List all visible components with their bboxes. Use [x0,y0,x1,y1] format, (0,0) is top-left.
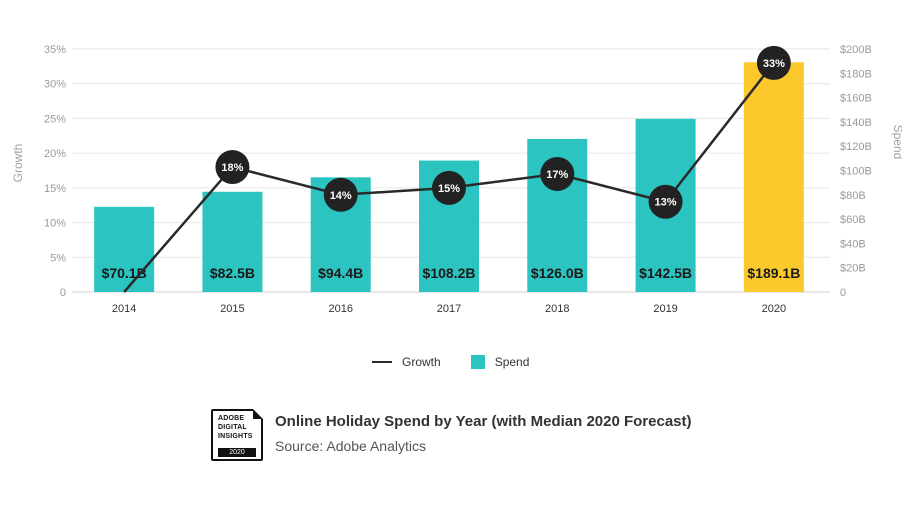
right-axis-ticks: 0 $20B $40B $60B $80B $100B $120B $140B $160B $18… [840,44,872,299]
chart-title: Online Holiday Spend by Year (with Media… [275,413,692,430]
left-axis-title: Growth [11,144,25,183]
right-tick-label: $160B [840,93,872,105]
legend: Growth Spend [372,355,529,369]
left-axis-ticks: 0 5% 10% 15% 20% 25% 30% 35% [44,44,66,299]
badge-text: ADOBE DIGITAL INSIGHTS [218,415,253,440]
spend-legend-swatch [470,355,485,369]
bar-value-label: $82.5B [210,265,255,281]
growth-markers: 18% 14% 15% 17% 13% 33% [215,45,791,219]
left-tick-label: 10% [44,218,66,230]
category-labels: 2014 2015 2016 2017 2018 2019 2020 [112,303,786,315]
right-tick-label: $120B [840,141,872,153]
left-tick-label: 15% [44,183,66,195]
growth-value-label: 18% [221,162,243,174]
right-tick-label: $40B [840,238,866,250]
growth-marker [323,177,358,212]
growth-marker [648,184,683,219]
spend-bar [94,206,155,292]
right-tick-label: $80B [840,190,866,202]
right-tick-label: 0 [840,287,846,299]
growth-legend-line [372,361,392,363]
chart-source: Source: Adobe Analytics [275,438,426,454]
right-tick-label: $200B [840,44,872,56]
category-label: 2018 [545,303,569,315]
right-tick-label: $100B [840,166,872,178]
growth-marker [432,170,466,205]
bar-value-label: $108.2B [423,265,476,281]
left-tick-label: 20% [44,148,66,160]
adobe-digital-insights-logo: ADOBE DIGITAL INSIGHTS 2020 [211,409,263,461]
bar-value-labels: $70.1B $82.5B $94.4B $108.2B $126.0B $142.5B $… [102,265,801,281]
growth-legend-label: Growth [402,355,441,369]
bar-value-label: $142.5B [639,265,692,281]
category-label: 2016 [328,303,352,315]
growth-marker [215,150,250,185]
right-axis-title: Spend [891,125,902,160]
growth-value-label: 33% [763,58,785,70]
growth-value-label: 13% [655,197,677,209]
badge-year: 2020 [218,448,256,457]
category-label: 2015 [220,303,244,315]
left-tick-label: 0 [60,287,66,299]
bar-value-label: $70.1B [102,265,147,281]
spend-legend-label: Spend [494,355,530,369]
right-tick-label: $180B [840,68,872,80]
left-tick-label: 30% [44,79,66,91]
growth-value-label: 15% [438,183,460,195]
growth-value-label: 17% [546,169,568,181]
category-label: 2020 [762,303,786,315]
category-label: 2014 [112,303,136,315]
right-tick-label: $60B [840,214,866,226]
bar-value-label: $126.0B [531,265,584,281]
spend-bar [202,191,263,292]
right-tick-label: $140B [840,117,872,129]
growth-value-label: 14% [330,190,352,202]
left-tick-label: 25% [44,113,66,125]
combo-chart: 0 5% 10% 15% 20% 25% 30% 35% 0 $20B $40B $60B $80B $… [11,44,902,315]
bar-value-label: $94.4B [318,265,363,281]
category-label: 2019 [653,303,677,315]
category-label: 2017 [437,303,461,315]
bar-value-label: $189.1B [747,265,800,281]
left-tick-label: 5% [50,252,66,264]
left-tick-label: 35% [44,44,66,56]
growth-marker [540,156,575,191]
spend-bar [743,62,804,292]
right-tick-label: $20B [840,263,866,275]
chart-footer: ADOBE DIGITAL INSIGHTS 2020 Online Holid… [211,409,692,461]
growth-marker [756,45,791,80]
badge-fold-corner [253,409,263,419]
